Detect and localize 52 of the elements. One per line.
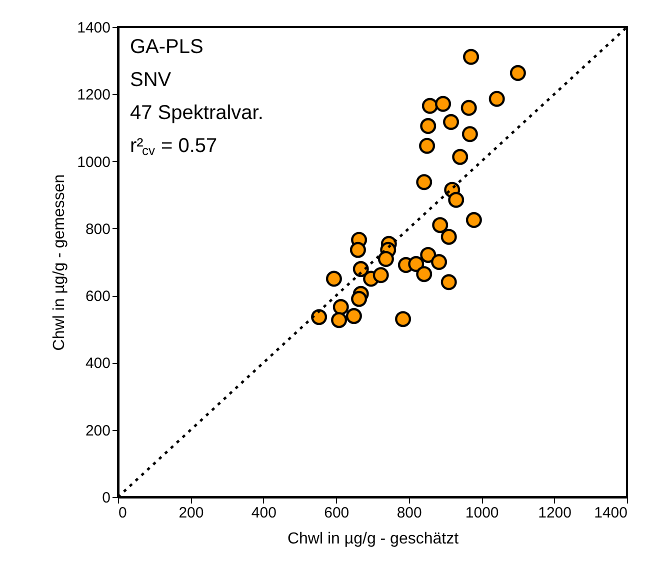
point [443,114,460,130]
point [420,118,436,134]
y-tick-label: 800 [85,220,110,238]
point [326,270,342,287]
point [452,148,468,165]
point [466,212,482,228]
point [420,246,436,263]
point [422,98,438,114]
point [440,228,457,245]
annotation: SNV [130,69,172,91]
point [416,266,432,282]
y-tick-label: 600 [85,288,110,306]
y-tick-label: 1200 [77,86,110,104]
point [351,290,368,307]
point [346,308,362,324]
point [432,217,448,234]
y-tick-label: 1400 [77,20,110,36]
x-tick-label: 400 [251,504,276,522]
x-tick-label: 600 [324,504,350,522]
point [510,65,526,81]
annotation: 47 Spektralvar. [130,102,264,124]
point [372,267,389,284]
x-tick-label: 0 [118,504,127,522]
x-tick-label: 800 [396,504,422,522]
point [331,312,348,328]
point [463,48,480,65]
x-tick-label: 1400 [594,504,628,522]
point [416,174,432,190]
y-tick-label: 1000 [77,154,110,171]
point [332,299,349,315]
point [378,251,394,267]
point [462,126,478,142]
x-tick-label: 200 [178,504,204,522]
point [419,138,436,154]
point [460,100,477,116]
point [431,254,448,270]
point [408,256,424,272]
x-axis-title: Chwl in µg/g - geschätzt [287,530,460,548]
point [488,90,505,107]
point [440,274,457,290]
annotation: GA-PLS [130,36,204,58]
point [395,311,412,328]
point [448,192,464,208]
y-tick-label: 200 [85,422,110,440]
point [435,96,452,112]
x-tick-label: 1200 [538,504,572,522]
point [350,242,366,258]
x-tick-label: 1000 [465,504,499,522]
point [311,309,328,326]
y-tick-label: 0 [102,490,110,506]
y-axis-title: Chwl in µg/g - gemessen [51,174,68,351]
y-tick-label: 400 [85,355,110,372]
